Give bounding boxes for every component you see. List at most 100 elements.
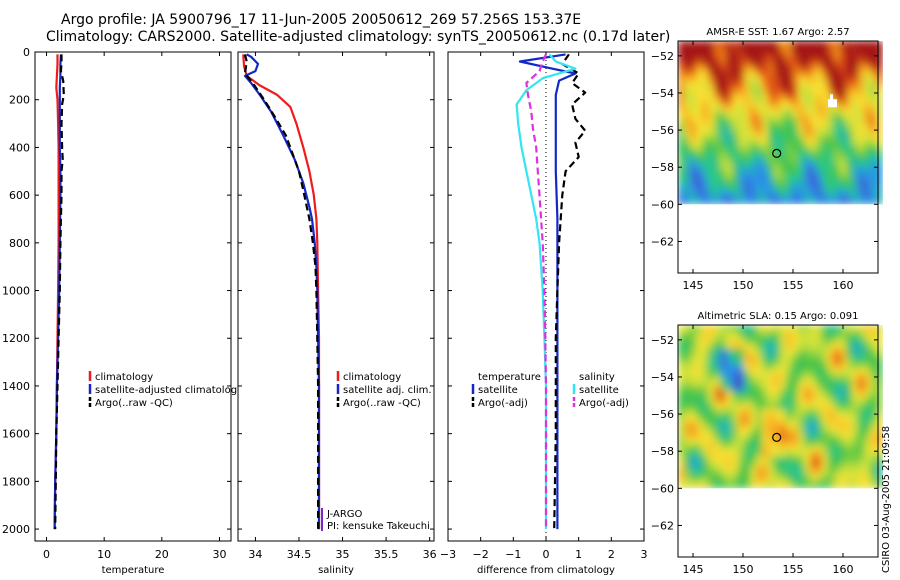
map-cell (684, 137, 691, 144)
map-cell (798, 149, 805, 156)
map-cell (678, 391, 685, 398)
map-cell (828, 143, 835, 150)
map-cell (756, 113, 763, 120)
map-cell (810, 469, 817, 476)
map-cell (798, 421, 805, 428)
map-cell (690, 167, 697, 174)
map-cell (786, 433, 793, 440)
map-cell (774, 433, 781, 440)
map-cell (858, 137, 865, 144)
map-cell (774, 149, 781, 156)
map-cell (810, 131, 817, 138)
map-cell (720, 427, 727, 434)
map-cell (708, 331, 715, 338)
map-cell (762, 385, 769, 392)
map-cell (834, 445, 841, 452)
map-cell (840, 475, 847, 482)
map-cell (864, 391, 871, 398)
map-cell (738, 457, 745, 464)
map-cell (870, 439, 877, 446)
map-cell (738, 373, 745, 380)
map-cell (816, 457, 823, 464)
map-cell (750, 95, 757, 102)
map-cell (762, 409, 769, 416)
x-tick-label: 150 (733, 563, 754, 576)
map-cell (828, 373, 835, 380)
map-cell (702, 197, 709, 204)
map-cell (684, 409, 691, 416)
figure-title-line2: Climatology: CARS2000. Satellite-adjuste… (46, 29, 671, 45)
map-cell (804, 143, 811, 150)
map-cell (876, 197, 883, 204)
map-cell (822, 349, 829, 356)
map-cell (840, 385, 847, 392)
map-cell (750, 475, 757, 482)
map-cell (864, 167, 871, 174)
map-cell (816, 125, 823, 132)
map-cell (732, 325, 739, 332)
map-cell (720, 155, 727, 162)
map-cell (858, 71, 865, 78)
map-cell (732, 481, 739, 488)
map-cell (852, 65, 859, 72)
map-cell (858, 59, 865, 66)
map-cell (828, 59, 835, 66)
map-cell (804, 343, 811, 350)
map-cell (828, 41, 835, 48)
map-cell (846, 53, 853, 60)
map-cell (792, 355, 799, 362)
map-cell (708, 361, 715, 368)
map-cell (720, 457, 727, 464)
map-cell (840, 173, 847, 180)
map-cell (750, 487, 757, 489)
map-cell (738, 83, 745, 90)
map-cell (834, 185, 841, 192)
map-cell (702, 59, 709, 66)
map-cell (714, 343, 721, 350)
map-cell (690, 397, 697, 404)
map-cell (702, 385, 709, 392)
map-cell (756, 101, 763, 108)
map-cell (828, 137, 835, 144)
map-cell (732, 161, 739, 168)
map-cell (846, 457, 853, 464)
map-cell (852, 119, 859, 126)
map-cell (738, 463, 745, 470)
map-cell (780, 421, 787, 428)
map-cell (750, 53, 757, 60)
map-cell (846, 361, 853, 368)
map-cell (726, 173, 733, 180)
map-cell (684, 119, 691, 126)
map-cell (744, 451, 751, 458)
map-cell (750, 149, 757, 156)
map-cell (744, 191, 751, 198)
map-cell (870, 131, 877, 138)
map-cell (768, 397, 775, 404)
map-cell (774, 391, 781, 398)
map-cell (834, 355, 841, 362)
map-cell (738, 349, 745, 356)
map-cell (876, 95, 883, 102)
map-cell (840, 185, 847, 192)
map-cell (738, 403, 745, 410)
map-cell (798, 415, 805, 422)
map-cell (684, 95, 691, 102)
map-cell (864, 469, 871, 476)
map-cell (750, 71, 757, 78)
map-cell (768, 149, 775, 156)
map-cell (702, 131, 709, 138)
map-cell (708, 173, 715, 180)
map-cell (810, 421, 817, 428)
map-cell (780, 463, 787, 470)
map-cell (756, 179, 763, 186)
map-cell (702, 433, 709, 440)
map-cell (792, 125, 799, 132)
map-cell (702, 445, 709, 452)
map-cell (858, 161, 865, 168)
map-cell (738, 391, 745, 398)
map-cell (726, 143, 733, 150)
map-cell (684, 487, 691, 489)
map-cell (762, 173, 769, 180)
map-cell (798, 409, 805, 416)
map-cell (720, 83, 727, 90)
